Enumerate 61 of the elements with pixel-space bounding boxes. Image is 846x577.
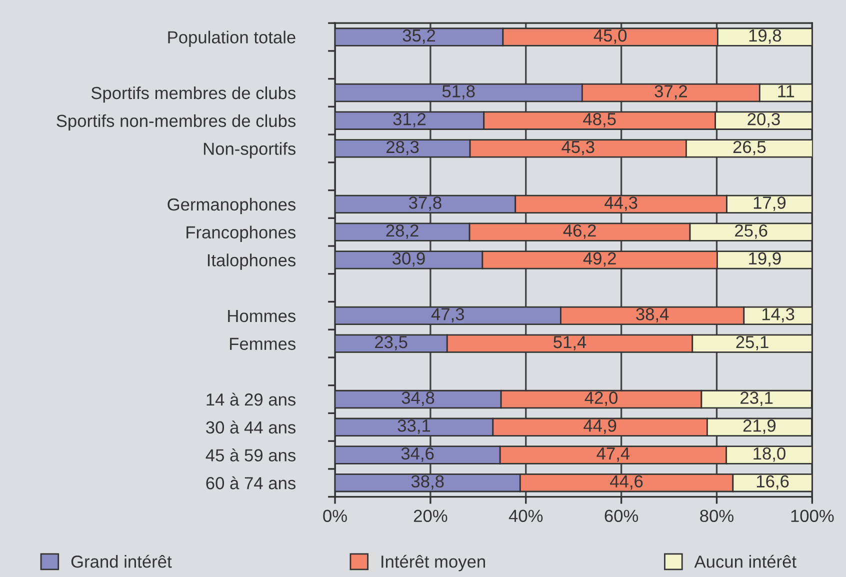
x-tick-label: 80% [700,510,734,522]
data-label: 44,3 [604,196,638,211]
data-label: 37,8 [408,196,442,211]
data-label: 47,3 [431,308,464,322]
data-label: 51,4 [554,336,586,350]
data-label: 30,9 [392,252,425,267]
data-label: 28,2 [386,224,418,239]
data-label: 20,3 [748,112,780,128]
y-tick-label: 14 à 29 ans [206,392,296,406]
data-label: 44,9 [584,420,616,434]
data-label: 34,8 [402,392,434,406]
legend-label: Intérêt moyen [382,554,485,572]
y-tick-label: Sportifs non-membres de clubs [56,114,296,131]
data-label: 18,0 [754,447,786,462]
data-label: 11 [778,85,794,98]
x-tick-label: 100% [791,510,834,522]
data-label: 35,2 [402,29,436,44]
y-tick-label: Germanophones [168,198,296,214]
y-tick-label: Francophones [186,226,296,242]
data-label: 26,5 [733,140,766,156]
data-label: 51,8 [442,85,475,100]
data-label: 46,2 [563,224,596,239]
y-tick-label: Non-sportifs [204,142,296,158]
y-tick-label: Hommes [228,310,296,322]
data-label: 19,8 [749,29,782,44]
data-label: 16,6 [756,475,789,490]
legend-label: Grand intérêt [71,554,172,568]
data-label: 37,2 [654,85,687,100]
data-label: 28,3 [386,140,419,156]
y-tick-label: 30 à 44 ans [206,420,296,434]
data-label: 25,1 [736,336,768,350]
x-tick-label: 60% [604,510,638,522]
data-label: 47,4 [596,448,630,462]
y-tick-label: 60 à 74 ans [206,476,296,490]
data-label: 23,1 [740,392,773,406]
x-tick-label: 40% [508,510,543,522]
data-label: 21,9 [743,420,776,434]
data-label: 38,4 [636,308,669,322]
data-label: 23,5 [375,336,408,350]
data-label: 19,9 [749,252,781,267]
data-label: 31,2 [393,112,426,128]
data-label: 45,3 [562,140,594,156]
y-tick-label: Sportifs membres de clubs [91,86,296,103]
data-label: 44,6 [610,475,643,490]
data-label: 49,2 [583,252,616,267]
data-label: 42,0 [584,392,618,406]
y-tick-label: Population totale [168,30,296,47]
data-label: 25,6 [735,224,768,239]
y-tick-label: Femmes [230,338,296,350]
data-label: 48,5 [583,112,616,128]
data-label: 34,6 [401,447,434,462]
legend-label: Aucun intérêt [694,554,796,568]
y-tick-label: Italophones [208,254,296,270]
x-tick-label: 20% [414,510,448,522]
y-tick-label: 45 à 59 ans [206,448,296,462]
data-label: 33,1 [398,420,430,434]
data-label: 45,0 [594,29,627,44]
x-tick-label: 0% [323,510,347,522]
data-label: 38,8 [411,475,444,490]
data-label: 14,3 [762,308,794,322]
data-label: 17,9 [754,196,786,211]
